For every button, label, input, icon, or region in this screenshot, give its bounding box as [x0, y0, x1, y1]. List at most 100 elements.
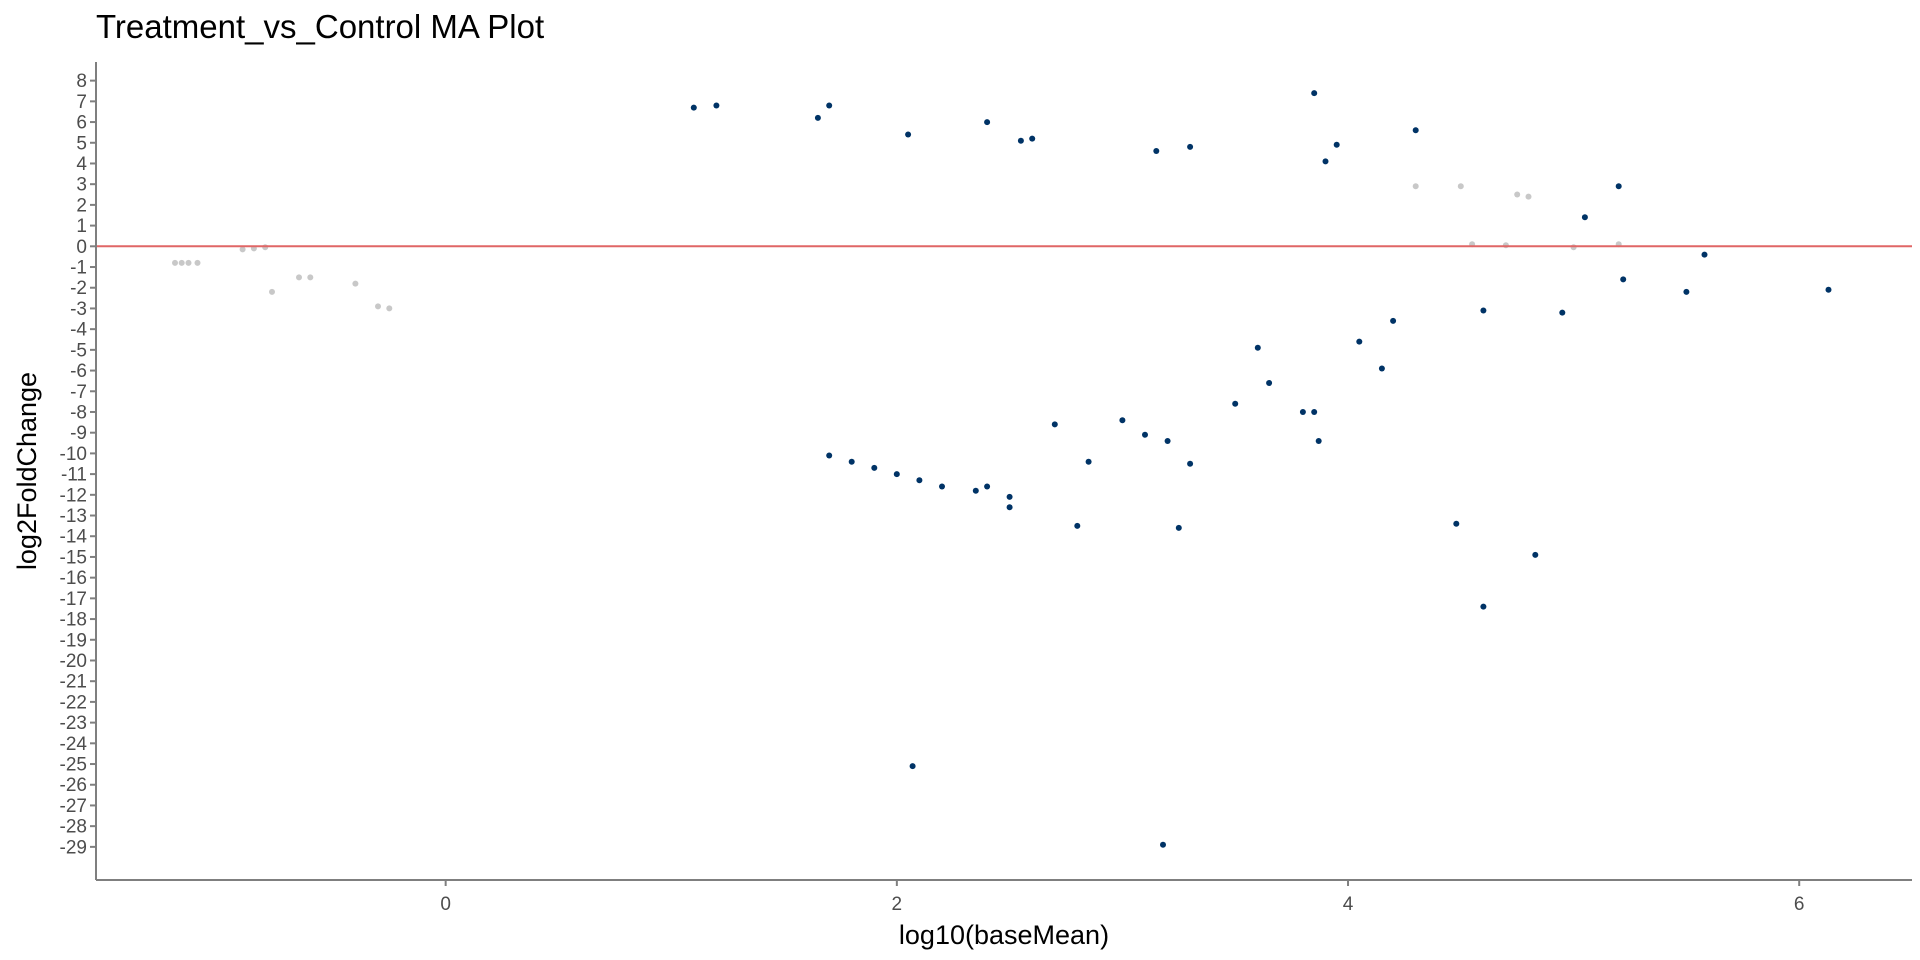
y-tick-label: -6 — [70, 361, 87, 382]
y-tick-label: -14 — [60, 527, 88, 548]
data-point — [1502, 242, 1509, 249]
data-point — [194, 259, 201, 266]
data-point — [1701, 251, 1708, 258]
y-tick-label: -10 — [60, 444, 87, 465]
y-tick-label: -8 — [70, 402, 87, 423]
data-point — [1412, 127, 1419, 134]
data-point — [1299, 409, 1306, 415]
x-tick-label: 4 — [1343, 894, 1354, 915]
data-point — [1457, 183, 1464, 190]
data-point — [1581, 214, 1588, 221]
data-point — [1187, 143, 1194, 150]
y-tick-label: -15 — [60, 547, 87, 568]
data-point — [178, 259, 185, 266]
y-tick-label: -7 — [70, 382, 87, 403]
y-tick-label: -5 — [70, 340, 87, 361]
data-point — [1017, 137, 1024, 144]
y-tick-label: 7 — [76, 92, 87, 113]
y-tick-label: -11 — [61, 465, 87, 486]
data-point — [1333, 141, 1340, 148]
data-point — [296, 274, 302, 281]
data-point — [972, 487, 979, 494]
data-point — [1175, 524, 1182, 531]
x-axis-title: log10(baseMean) — [899, 920, 1109, 950]
data-point — [1412, 183, 1419, 190]
y-tick-label: -13 — [60, 506, 87, 527]
y-tick-label: -9 — [70, 423, 87, 444]
data-point — [984, 483, 991, 490]
x-axis-ticks: 0 2 4 6 — [440, 880, 1804, 915]
data-point — [1153, 148, 1160, 154]
data-point — [826, 102, 833, 109]
data-point — [713, 102, 720, 109]
data-point — [1532, 551, 1539, 558]
data-point — [939, 483, 945, 490]
data-point — [1356, 338, 1363, 345]
y-tick-label: -27 — [60, 796, 87, 817]
data-point — [307, 274, 314, 281]
y-tick-label: -23 — [60, 713, 87, 734]
y-tick-label: 5 — [76, 133, 87, 154]
data-point — [1480, 307, 1487, 314]
data-point — [185, 259, 192, 266]
data-point — [1390, 317, 1397, 324]
y-tick-label: 4 — [76, 154, 87, 175]
y-tick-label: -3 — [70, 299, 87, 320]
data-point — [1315, 438, 1322, 444]
data-point — [1514, 191, 1521, 198]
data-point — [871, 464, 878, 471]
data-point — [1378, 365, 1385, 372]
data-point — [1266, 380, 1273, 386]
y-tick-label: -18 — [60, 610, 87, 631]
data-point — [1232, 400, 1239, 407]
data-point — [1051, 421, 1058, 428]
data-point — [1322, 158, 1329, 165]
data-point — [909, 763, 916, 770]
data-point — [905, 131, 912, 138]
x-tick-label: 2 — [892, 894, 903, 915]
data-point — [172, 259, 178, 266]
data-point — [1006, 504, 1013, 511]
data-point — [984, 119, 991, 126]
y-tick-label: -21 — [60, 672, 87, 693]
data-point — [352, 280, 359, 287]
y-tick-label: -12 — [60, 485, 87, 506]
y-tick-label: 1 — [76, 216, 87, 237]
data-point — [375, 303, 381, 310]
significant-points — [690, 90, 1832, 848]
y-tick-label: -2 — [70, 278, 87, 299]
y-tick-label: -16 — [60, 568, 87, 589]
data-point — [1160, 841, 1166, 848]
data-point — [814, 114, 821, 121]
data-point — [690, 104, 697, 111]
data-point — [1254, 344, 1261, 351]
data-point — [1029, 135, 1036, 142]
non-significant-points — [172, 183, 1622, 312]
y-tick-label: -20 — [60, 651, 87, 672]
y-tick-label: 0 — [76, 237, 87, 258]
data-point — [1187, 460, 1194, 467]
y-tick-label: -4 — [70, 320, 87, 341]
y-tick-label: -1 — [70, 258, 87, 279]
data-point — [1006, 493, 1013, 500]
y-axis-title: log2FoldChange — [12, 372, 42, 570]
data-point — [1683, 288, 1690, 295]
x-tick-label: 0 — [440, 894, 451, 915]
y-tick-label: -22 — [60, 692, 87, 713]
y-tick-label: -17 — [60, 589, 87, 610]
y-tick-label: -25 — [60, 755, 87, 776]
data-point — [269, 288, 275, 295]
data-point — [1142, 431, 1148, 438]
y-tick-label: -19 — [60, 630, 87, 651]
data-point — [1085, 458, 1092, 465]
data-point — [826, 452, 833, 459]
data-point — [1525, 193, 1532, 200]
y-tick-label: -26 — [60, 775, 87, 796]
data-point — [1164, 438, 1171, 444]
y-tick-label: -24 — [60, 734, 88, 755]
data-point — [1311, 409, 1318, 415]
y-tick-label: 8 — [76, 71, 87, 92]
data-point — [1453, 520, 1460, 527]
data-point — [893, 471, 900, 478]
points-layer — [172, 90, 1832, 848]
